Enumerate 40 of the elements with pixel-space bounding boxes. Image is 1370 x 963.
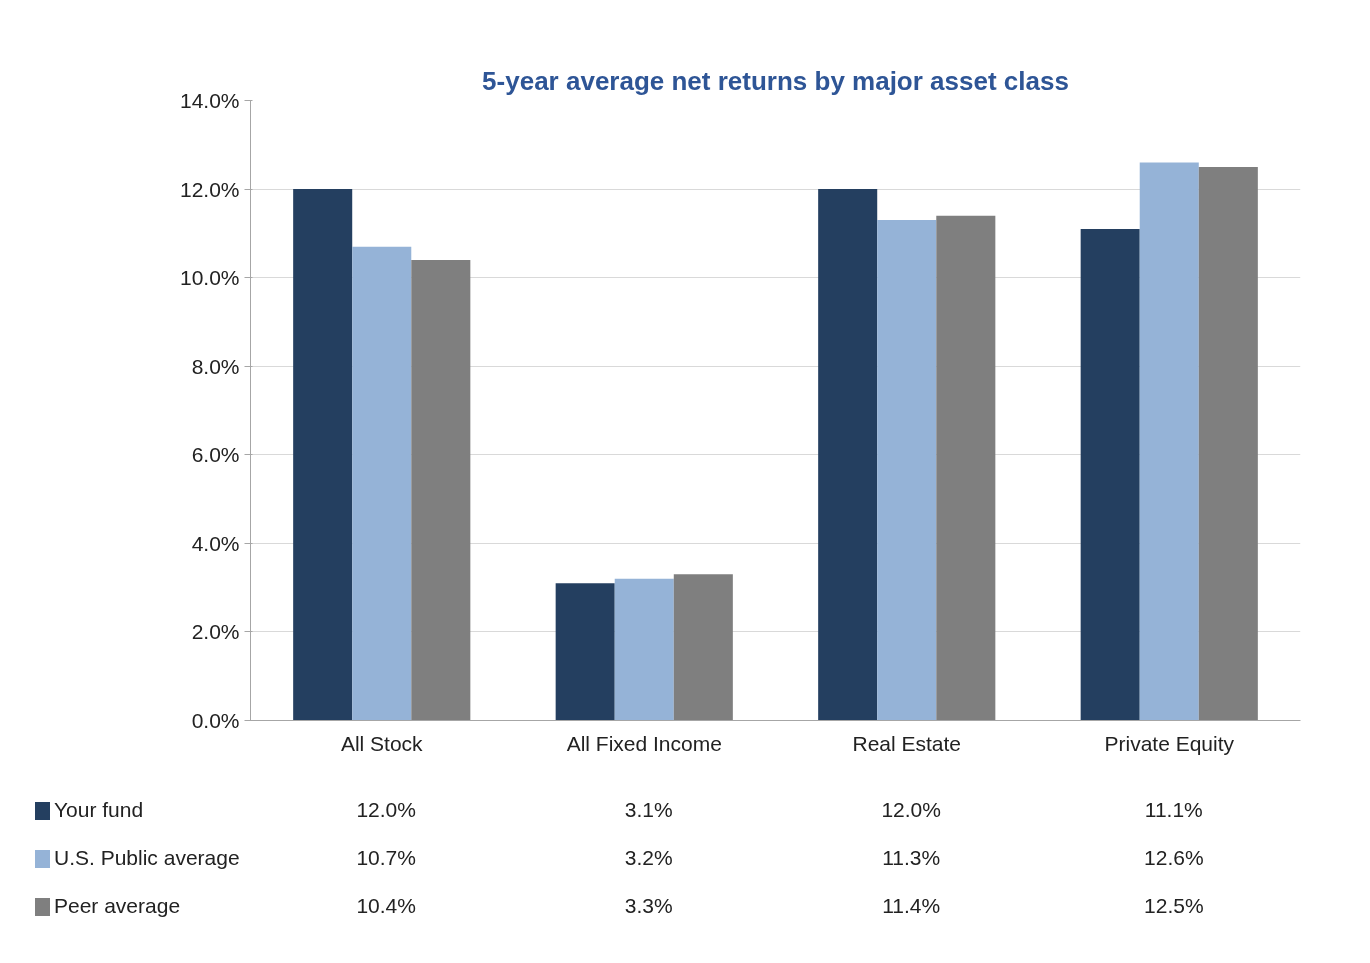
data-label: 12.0% [881, 797, 941, 823]
data-label: 10.7% [356, 845, 416, 871]
bar [818, 189, 878, 721]
y-tick-label: 8.0% [191, 354, 240, 378]
data-label: 11.3% [882, 845, 941, 871]
y-tick-label: 6.0% [191, 443, 240, 467]
data-label: 3.2% [624, 845, 673, 871]
data-label: 10.4% [356, 893, 416, 919]
x-tick-label: All Stock [340, 731, 424, 755]
bar [555, 583, 615, 721]
y-tick-label: 14.0% [179, 89, 240, 112]
y-tick-label: 10.0% [179, 266, 240, 290]
x-tick-label: All Fixed Income [566, 731, 722, 755]
data-label: 12.5% [1144, 893, 1204, 919]
bar [293, 189, 353, 721]
x-tick-label: Real Estate [852, 731, 962, 755]
bar [877, 220, 937, 721]
bar [614, 578, 674, 721]
y-tick-label: 0.0% [191, 709, 240, 732]
data-label: 3.1% [624, 797, 673, 823]
bar [673, 574, 733, 721]
data-label: 12.0% [356, 797, 416, 823]
y-tick-label: 4.0% [191, 531, 240, 555]
bar [1198, 166, 1258, 721]
legend-label: Peer average [53, 893, 181, 919]
bar [1080, 228, 1140, 721]
bar [411, 259, 471, 721]
x-tick-label: Private Equity [1104, 731, 1235, 755]
bar [1139, 162, 1199, 721]
data-label: 3.3% [624, 893, 673, 919]
y-tick-label: 12.0% [179, 177, 240, 201]
bar [352, 246, 412, 721]
legend-label: Your fund [53, 797, 144, 823]
y-tick-label: 2.0% [191, 620, 240, 644]
data-label: 11.1% [1144, 797, 1203, 823]
bar [936, 215, 996, 721]
chart-title: 5-year average net returns by major asset class [482, 65, 1069, 96]
data-label: 11.4% [882, 893, 941, 919]
legend-label: U.S. Public average [53, 845, 240, 871]
data-label: 12.6% [1144, 845, 1204, 871]
